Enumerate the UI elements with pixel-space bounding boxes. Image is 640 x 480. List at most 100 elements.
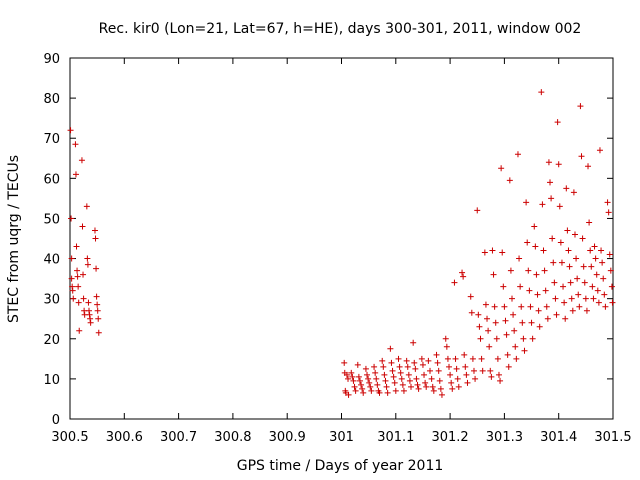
data-point <box>576 303 583 310</box>
data-point <box>411 359 418 366</box>
data-point <box>494 355 501 362</box>
data-point <box>535 307 542 314</box>
data-point <box>67 127 74 134</box>
data-point <box>506 177 513 184</box>
x-tick-label: 301 <box>329 430 354 445</box>
data-point <box>345 391 352 398</box>
data-point <box>563 185 570 192</box>
data-point <box>495 371 502 378</box>
data-point <box>461 351 468 358</box>
data-point <box>94 301 101 308</box>
data-point <box>75 299 82 306</box>
data-point <box>512 343 519 350</box>
data-point <box>396 363 403 370</box>
data-point <box>583 307 590 314</box>
y-tick-label: 40 <box>43 253 60 268</box>
data-point <box>539 201 546 208</box>
data-point <box>467 293 474 300</box>
data-point <box>380 363 387 370</box>
data-point <box>517 283 524 290</box>
data-point <box>367 383 374 390</box>
data-point <box>587 247 594 254</box>
data-point <box>395 355 402 362</box>
data-point <box>497 377 504 384</box>
data-point <box>373 375 380 382</box>
data-point <box>84 261 91 268</box>
data-point <box>477 335 484 342</box>
data-point <box>74 267 81 274</box>
data-point <box>356 377 363 384</box>
data-point <box>80 271 87 278</box>
y-tick-label: 70 <box>43 132 60 147</box>
data-point <box>474 207 481 214</box>
data-point <box>415 385 422 392</box>
data-point <box>452 355 459 362</box>
data-point <box>577 103 584 110</box>
x-tick-label: 300.9 <box>269 430 306 445</box>
data-point <box>359 385 366 392</box>
data-point <box>609 299 616 306</box>
data-point <box>86 311 93 318</box>
data-point <box>554 119 561 126</box>
data-point <box>562 315 569 322</box>
data-point <box>548 195 555 202</box>
data-point <box>95 329 102 336</box>
data-point <box>433 351 440 358</box>
data-point <box>595 299 602 306</box>
data-point <box>418 355 425 362</box>
data-point <box>586 219 593 226</box>
x-tick-label: 301.1 <box>377 430 414 445</box>
data-point <box>596 147 603 154</box>
data-point <box>507 267 514 274</box>
data-point <box>534 291 541 298</box>
data-point <box>405 371 412 378</box>
data-point <box>479 367 486 374</box>
data-point <box>488 373 495 380</box>
data-point <box>388 359 395 366</box>
y-tick-label: 30 <box>43 293 60 308</box>
data-point <box>493 335 500 342</box>
data-point <box>376 389 383 396</box>
data-point <box>504 351 511 358</box>
data-point <box>69 283 76 290</box>
data-point <box>352 387 359 394</box>
data-point <box>555 161 562 168</box>
data-point <box>364 371 371 378</box>
data-point <box>598 247 605 254</box>
data-point <box>556 203 563 210</box>
data-point <box>91 227 98 234</box>
data-point <box>510 311 517 318</box>
data-point <box>550 259 557 266</box>
data-point <box>80 295 87 302</box>
data-point <box>601 291 608 298</box>
data-point <box>520 335 527 342</box>
data-point <box>68 255 75 262</box>
data-point <box>523 199 530 206</box>
data-point <box>374 381 381 388</box>
data-point <box>74 273 81 280</box>
data-point <box>469 355 476 362</box>
data-point <box>451 279 458 286</box>
data-point <box>568 295 575 302</box>
data-point <box>607 267 614 274</box>
data-point <box>579 235 586 242</box>
data-point <box>387 345 394 352</box>
data-point <box>358 381 365 388</box>
data-point <box>549 235 556 242</box>
data-point <box>581 279 588 286</box>
data-point <box>392 387 399 394</box>
data-point <box>72 141 79 148</box>
data-point <box>403 357 410 364</box>
data-point <box>348 369 355 376</box>
data-point <box>498 165 505 172</box>
data-point <box>443 343 450 350</box>
data-point <box>365 375 372 382</box>
data-point <box>79 223 86 230</box>
data-point <box>429 383 436 390</box>
data-point <box>413 375 420 382</box>
data-point <box>391 379 398 386</box>
data-point <box>602 303 609 310</box>
data-point <box>482 301 489 308</box>
data-point <box>419 361 426 368</box>
